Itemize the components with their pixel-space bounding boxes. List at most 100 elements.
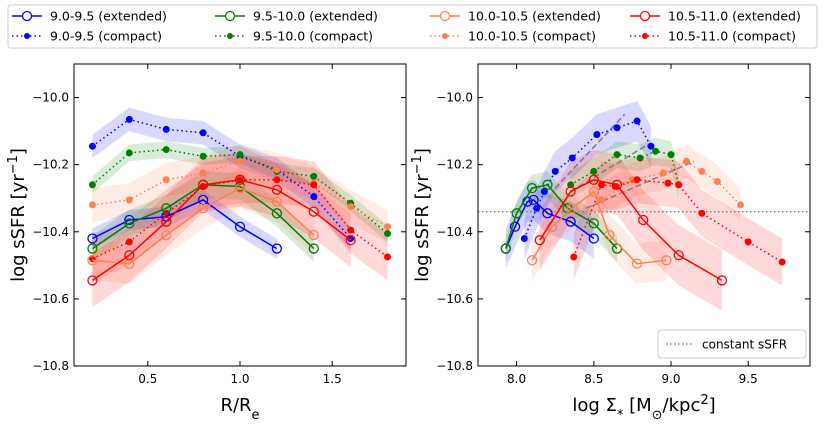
point-0-7-1 xyxy=(124,250,135,261)
right-panel: −10.8 −10.6 −10.4 −10.2 −10.0 8.0 8.5 9.0 9.5 log… xyxy=(410,63,811,423)
legend-label-7: 10.5-11.0 (compact) xyxy=(668,29,796,44)
x-label-sub: e xyxy=(252,408,260,423)
point-1-4-1 xyxy=(509,221,521,232)
x-label-end: ] xyxy=(709,395,716,416)
point-0-0-1 xyxy=(125,115,133,123)
series-line-1-7 xyxy=(539,179,723,282)
point-1-6-3 xyxy=(588,186,599,197)
x-axis-label-0: R/Re xyxy=(220,395,259,423)
y-label-end: ] xyxy=(8,148,29,155)
point-0-4-4 xyxy=(234,221,246,232)
y-label-sup: −1 xyxy=(6,155,21,174)
point-1-2-3 xyxy=(682,157,690,165)
point-1-0-6 xyxy=(613,124,621,132)
point-0-2-4 xyxy=(236,157,244,165)
band-1-5 xyxy=(505,171,617,262)
series-line-0-7 xyxy=(91,179,352,282)
band-1-0 xyxy=(524,100,651,259)
point-0-4-0 xyxy=(87,233,98,244)
point-1-7-2 xyxy=(588,174,599,185)
band-1-3 xyxy=(573,156,783,286)
point-0-6-5 xyxy=(271,196,283,207)
x-label-main: log Σ xyxy=(572,395,617,416)
point-1-1-2 xyxy=(613,151,621,159)
point-0-2-0 xyxy=(88,201,96,209)
xtick-label-1-0: 8.0 xyxy=(507,372,526,386)
point-1-7-0 xyxy=(534,235,545,246)
point-1-2-6 xyxy=(737,201,745,209)
legend-label-4: 9.0-9.5 (compact) xyxy=(50,29,162,44)
point-1-0-8 xyxy=(647,142,655,150)
guide-dashed-line-1 xyxy=(570,143,649,193)
xtick-label-1-3: 9.5 xyxy=(739,372,758,386)
point-0-1-6 xyxy=(310,172,318,180)
xtick-label-1-1: 8.5 xyxy=(584,372,603,386)
left-panel: −10.8 −10.6 −10.4 −10.2 −10.0 0.5 1.0 1.5 R/Re lo… xyxy=(6,63,407,423)
y-axis-label-0: log sSFR [yr−1] xyxy=(6,148,30,282)
y-axis-label-1: log sSFR [yr−1] xyxy=(410,148,434,282)
point-1-7-1 xyxy=(565,186,576,197)
point-1-0-4 xyxy=(568,154,576,162)
band-0-5 xyxy=(92,171,314,262)
band-0-0 xyxy=(92,107,351,251)
point-1-1-1 xyxy=(590,167,598,175)
axes-frame-1 xyxy=(477,63,811,367)
legend-box xyxy=(7,4,818,49)
point-0-1-8 xyxy=(384,229,392,237)
point-0-0-2 xyxy=(162,125,170,133)
point-0-3-8 xyxy=(384,253,392,261)
point-1-5-2 xyxy=(526,183,538,194)
point-1-3-3 xyxy=(633,176,641,184)
point-1-6-0 xyxy=(526,255,538,266)
series-line-1-4 xyxy=(505,199,595,249)
point-0-6-3 xyxy=(197,203,209,214)
point-0-7-0 xyxy=(87,275,98,286)
xtick-label-1-2: 9.0 xyxy=(661,372,680,386)
legend-label-3: 10.5-11.0 (extended) xyxy=(668,9,801,24)
point-1-1-3 xyxy=(636,154,644,162)
x-label-part: [M xyxy=(623,395,651,416)
point-0-6-0 xyxy=(87,255,98,266)
point-1-7-3 xyxy=(611,179,623,190)
point-0-2-8 xyxy=(384,223,392,231)
ytick-label-1-3: −10.2 xyxy=(436,158,473,172)
x-label-sup: 2 xyxy=(700,393,708,408)
legend-label-5: 9.5-10.0 (compact) xyxy=(253,29,373,44)
point-0-1-2 xyxy=(162,146,170,154)
inset-legend-box xyxy=(657,329,807,359)
legend-marker-0 xyxy=(21,10,33,22)
legend-marker-5 xyxy=(227,33,233,39)
ytick-label-1-4: −10.0 xyxy=(436,91,473,105)
point-1-1-0 xyxy=(567,181,575,189)
legend-label-0: 9.0-9.5 (extended) xyxy=(50,9,167,24)
series-line-0-2 xyxy=(92,160,388,228)
point-0-2-7 xyxy=(347,203,355,211)
point-0-1-4 xyxy=(236,151,244,159)
point-0-2-1 xyxy=(125,196,133,204)
point-1-7-4 xyxy=(638,214,649,226)
point-0-6-2 xyxy=(161,229,172,241)
point-0-7-6 xyxy=(308,206,319,217)
xtick-label-0-0: 0.5 xyxy=(138,372,157,386)
x-axis-label-1: log Σ* [M⊙/kpc2] xyxy=(572,393,715,423)
point-0-1-3 xyxy=(199,152,207,160)
point-0-0-6 xyxy=(310,193,318,201)
point-1-0-7 xyxy=(633,117,641,125)
point-1-0-3 xyxy=(551,167,559,175)
point-1-2-4 xyxy=(698,167,706,175)
y-label-main: log sSFR [yr xyxy=(8,174,29,282)
point-0-2-5 xyxy=(273,166,281,174)
point-1-5-1 xyxy=(511,208,522,219)
point-0-7-5 xyxy=(271,184,283,195)
point-0-5-2 xyxy=(161,203,172,214)
point-0-5-0 xyxy=(87,243,98,254)
guide-dashed-line-0 xyxy=(554,113,626,189)
point-0-7-3 xyxy=(197,179,209,190)
point-0-7-7 xyxy=(345,235,356,246)
point-0-2-3 xyxy=(199,169,207,177)
point-1-4-6 xyxy=(588,233,599,244)
point-1-4-3 xyxy=(528,194,539,206)
point-0-1-0 xyxy=(88,181,96,189)
ytick-label-0-4: −10.0 xyxy=(32,91,69,105)
